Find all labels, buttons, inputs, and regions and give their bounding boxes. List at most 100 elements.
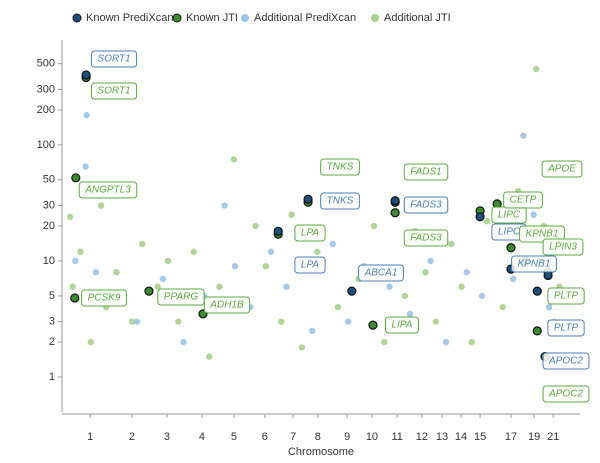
- point: [458, 283, 465, 290]
- gene-label: LIPC: [491, 206, 527, 224]
- gene-label-box: [547, 319, 585, 337]
- point: [368, 320, 378, 330]
- gene-label-box: [90, 50, 138, 68]
- x-tick-label: 7: [290, 431, 296, 443]
- gene-label: ANGPTL3: [78, 181, 138, 199]
- gene-label: LPA: [294, 224, 326, 242]
- gene-label: PLTP: [547, 319, 585, 337]
- point: [468, 338, 476, 346]
- x-tick-label: 8: [315, 431, 321, 443]
- gene-label-box: [403, 196, 449, 214]
- gene-label-box: [511, 255, 557, 273]
- gene-label-box: [541, 160, 583, 178]
- legend-label: Additional PrediXcan: [254, 12, 356, 24]
- x-tick-label: 11: [391, 431, 402, 443]
- gene-label-text: APOC2: [548, 389, 583, 400]
- gene-label: KPNB1: [519, 225, 565, 243]
- point: [283, 283, 290, 290]
- legend-marker: [371, 14, 379, 22]
- point: [390, 196, 400, 206]
- point: [532, 286, 542, 296]
- gene-label: FADS3: [403, 229, 449, 247]
- gene-label: PPARG: [157, 288, 205, 306]
- legend-marker: [172, 13, 182, 23]
- legend-marker: [72, 13, 82, 23]
- point: [216, 283, 223, 290]
- gene-label-box: [90, 82, 138, 100]
- point: [347, 286, 357, 296]
- gene-label: APOC2: [542, 385, 590, 403]
- gene-label: TNKS: [320, 158, 360, 176]
- point: [252, 222, 259, 230]
- point: [113, 269, 120, 276]
- point: [478, 292, 486, 300]
- gene-label-text: CETP: [510, 195, 537, 206]
- point: [390, 208, 400, 218]
- gene-label: KPNB1: [511, 255, 557, 273]
- point: [448, 240, 455, 248]
- point: [314, 248, 321, 255]
- point: [303, 194, 313, 204]
- point: [180, 338, 187, 346]
- point: [406, 310, 414, 318]
- gene-label-box: [542, 352, 590, 370]
- point: [66, 213, 74, 221]
- y-tick-label: 2: [49, 336, 55, 348]
- point: [506, 243, 516, 253]
- point: [81, 70, 91, 80]
- x-tick-label: 12: [416, 431, 428, 443]
- point: [520, 132, 527, 139]
- gene-label-box: [78, 181, 138, 199]
- gene-label-box: [358, 264, 404, 282]
- gene-label-text: FADS3: [410, 200, 442, 211]
- gene-label-box: [542, 385, 590, 403]
- x-tick-label: 13: [436, 431, 448, 443]
- point: [262, 263, 270, 270]
- point: [128, 318, 136, 325]
- x-axis-label: Chromosome: [288, 446, 354, 458]
- gene-label-text: ABCA1: [364, 268, 398, 279]
- gene-label-text: PLTP: [554, 323, 579, 334]
- point: [532, 326, 542, 336]
- gene-label-box: [519, 225, 565, 243]
- gene-label: FADS1: [403, 163, 449, 181]
- point: [334, 303, 342, 311]
- x-tick-label: 19: [528, 431, 540, 443]
- gene-label-text: LPIN3: [549, 242, 577, 253]
- y-tick-label: 500: [37, 58, 55, 70]
- y-tick-label: 30: [43, 199, 55, 211]
- point: [427, 257, 434, 265]
- point: [329, 240, 336, 248]
- y-tick-label: 200: [37, 104, 55, 116]
- gene-label: FADS3: [403, 196, 449, 214]
- point: [206, 353, 213, 360]
- point: [267, 248, 275, 255]
- legend-marker: [241, 14, 249, 22]
- x-tick-label: 9: [344, 431, 350, 443]
- y-tick-label: 5: [49, 290, 55, 302]
- x-tick-label: 6: [262, 431, 268, 443]
- legend-label: Known JTI: [186, 12, 238, 24]
- gene-label-text: LPA: [301, 228, 319, 239]
- gene-label-box: [203, 296, 251, 314]
- gene-label-text: FADS3: [410, 233, 442, 244]
- point: [422, 269, 429, 276]
- x-tick-label: 3: [164, 431, 170, 443]
- gene-label-text: ADH1B: [209, 300, 244, 311]
- point: [139, 240, 146, 248]
- legend-label: Known PrediXcan: [86, 12, 173, 24]
- point: [370, 222, 378, 230]
- gene-label: PCSK9: [81, 289, 127, 307]
- point: [543, 270, 553, 281]
- point: [381, 338, 388, 346]
- gene-label-box: [320, 192, 360, 210]
- gene-label-box: [503, 191, 543, 209]
- y-tick-label: 100: [37, 139, 55, 151]
- point: [69, 283, 76, 290]
- gene-label: LIPA: [385, 316, 419, 334]
- point: [545, 303, 553, 311]
- point: [92, 269, 100, 276]
- gene-label-text: LIPC: [498, 210, 521, 221]
- y-tick-label: 1: [49, 371, 55, 383]
